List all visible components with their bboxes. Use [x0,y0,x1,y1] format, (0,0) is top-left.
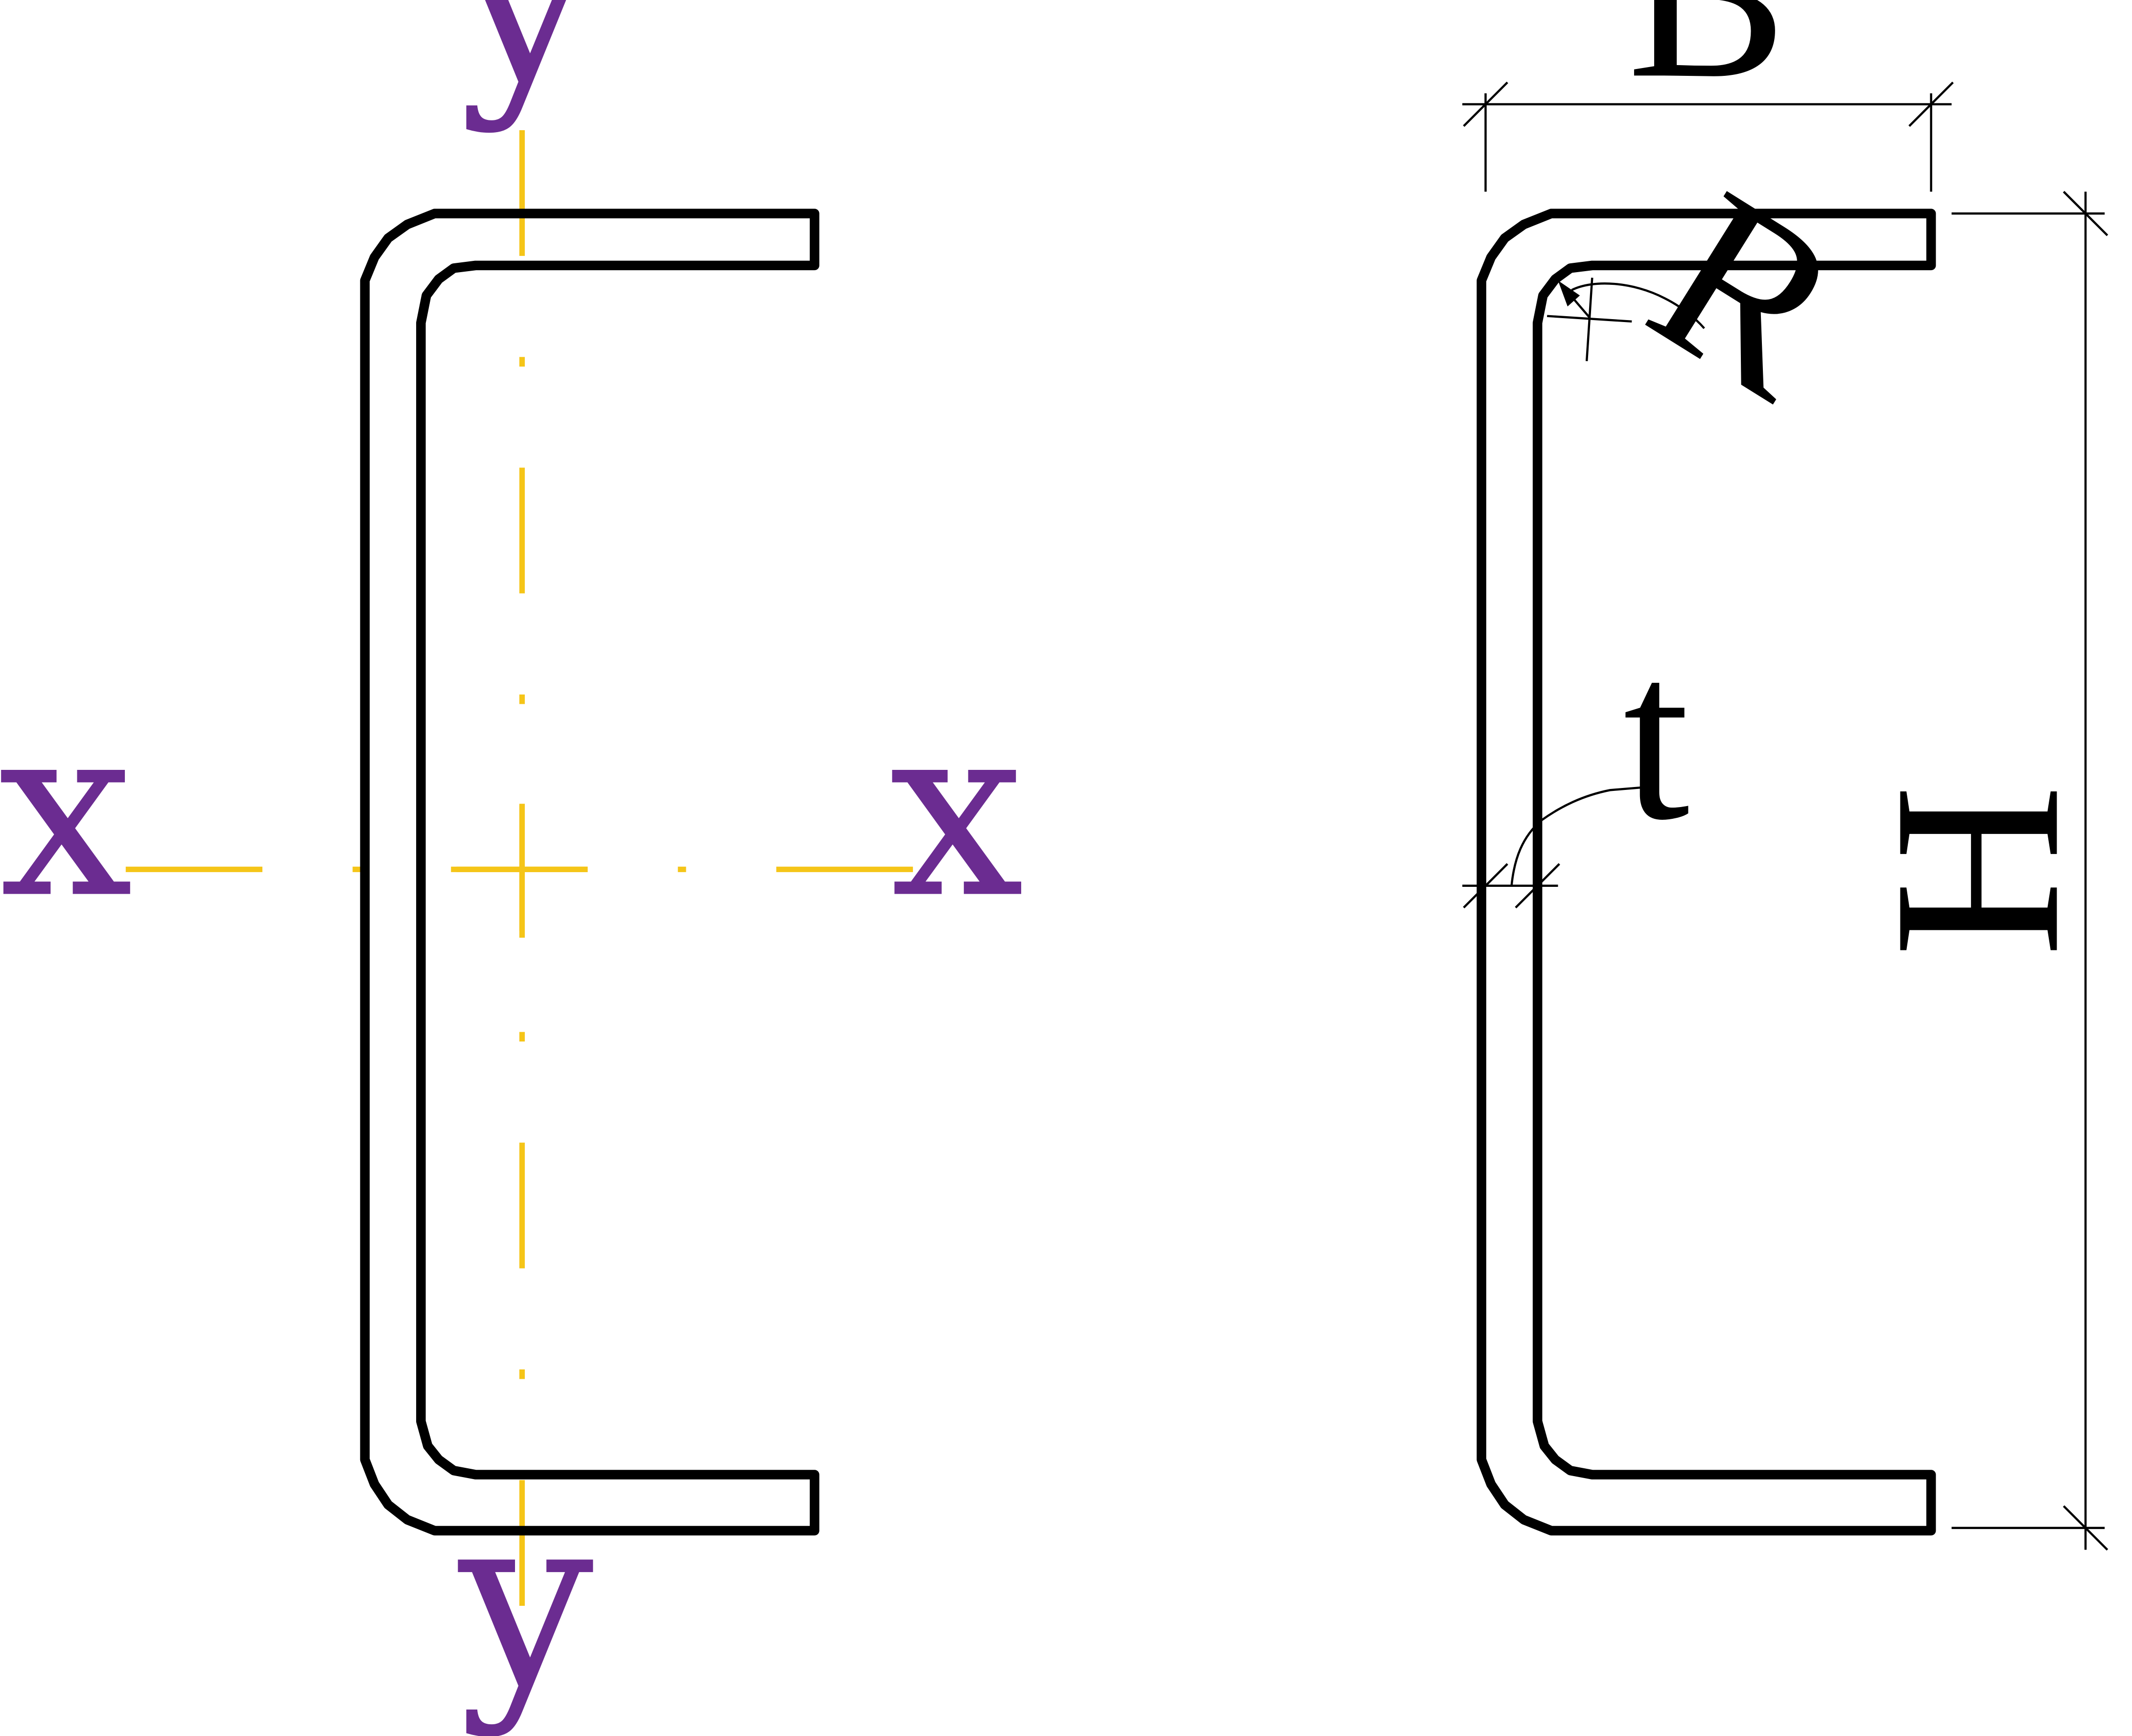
dimension-h-tick-bottom [2062,1505,2109,1551]
right-view: B H R t [1462,0,2109,1551]
x-axis-label-right: x [889,673,1024,951]
x-axis-label-left: x [0,673,133,951]
dimension-t [1462,786,1643,909]
dimension-b-tick-left [1463,81,1508,127]
y-axis-label-top: y [455,0,594,137]
dimension-r-label: R [1611,139,1887,449]
dimension-b-tick-right [1908,81,1954,127]
dimension-t-tick-outer [1463,863,1508,909]
dimension-b-label: B [1627,0,1787,127]
radius-arrowhead [1558,280,1580,307]
channel-profile-right [1476,208,1936,1536]
y-axis-label-bottom: y [455,1462,594,1736]
radius-center-mark-vertical [1585,278,1593,361]
dimension-t-leader [1510,786,1643,886]
dimension-h-label: H [1844,785,2109,957]
dimension-t-tick-inner [1515,863,1560,909]
dimension-h-tick-top [2062,191,2109,236]
left-view: y y x x [0,0,1024,1736]
dimension-t-label: t [1623,604,1690,869]
radius-leader-curve [1571,282,1705,329]
dimension-h [1951,191,2109,1551]
centroid-axes [125,130,918,1613]
channel-profile-left [360,208,820,1536]
dimension-b [1462,81,1954,192]
